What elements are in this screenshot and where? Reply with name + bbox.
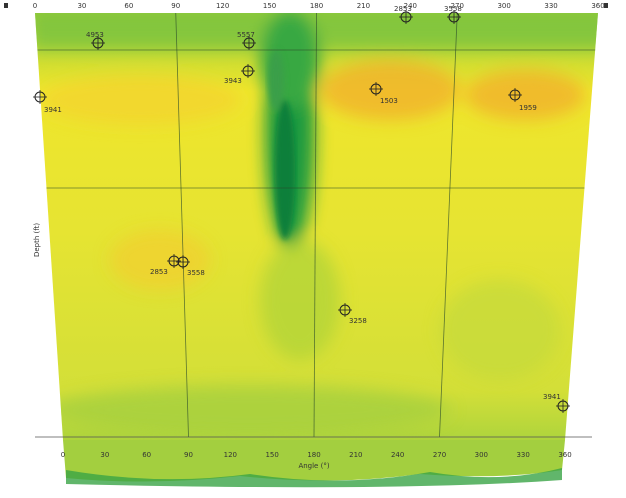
bottom-tick-label: 150 bbox=[265, 451, 278, 459]
x-axis-title: Angle (°) bbox=[298, 462, 329, 470]
marker-label: 3258 bbox=[349, 317, 367, 325]
top-tick-label: 30 bbox=[77, 2, 86, 10]
plot: Angle (°) Depth (ft) 0 30 60 90 120 150 180 210… bbox=[0, 0, 626, 498]
top-tick-label: 300 bbox=[497, 2, 510, 10]
corner-mark bbox=[4, 3, 8, 8]
bottom-edge bbox=[63, 440, 565, 482]
top-tick-label: 0 bbox=[33, 2, 37, 10]
field bbox=[0, 0, 626, 460]
marker-label: 4953 bbox=[86, 31, 104, 39]
bottom-tick-label: 30 bbox=[100, 451, 109, 459]
bottom-tick-label: 270 bbox=[433, 451, 446, 459]
bottom-tick-label: 0 bbox=[61, 451, 65, 459]
top-tick-label: 150 bbox=[263, 2, 276, 10]
bottom-tick-label: 120 bbox=[224, 451, 237, 459]
top-tick-label: 90 bbox=[171, 2, 180, 10]
bottom-tick-label: 210 bbox=[349, 451, 362, 459]
bottom-tick-label: 240 bbox=[391, 451, 404, 459]
bottom-tick-label: 300 bbox=[475, 451, 488, 459]
top-tick-label: 180 bbox=[310, 2, 323, 10]
marker-label: 1503 bbox=[380, 97, 398, 105]
top-tick-label: 120 bbox=[216, 2, 229, 10]
bottom-tick-label: 90 bbox=[184, 451, 193, 459]
bottom-tick-label: 330 bbox=[516, 451, 529, 459]
marker-label: 1959 bbox=[519, 104, 537, 112]
marker-label: 2853 bbox=[394, 5, 412, 13]
marker-label: 3558 bbox=[444, 5, 462, 13]
marker-label: 3941 bbox=[543, 393, 561, 401]
top-tick-label: 210 bbox=[357, 2, 370, 10]
top-tick-label: 360 bbox=[591, 2, 604, 10]
bottom-tick-label: 360 bbox=[558, 451, 571, 459]
marker-label: 3941 bbox=[44, 106, 62, 114]
top-tick-label: 60 bbox=[124, 2, 133, 10]
bottom-tick-label: 180 bbox=[307, 451, 320, 459]
marker-label: 5557 bbox=[237, 31, 255, 39]
marker-label: 3558 bbox=[187, 269, 205, 277]
top-tick-label: 330 bbox=[544, 2, 557, 10]
marker-label: 3943 bbox=[224, 77, 242, 85]
marker-label: 2853 bbox=[150, 268, 168, 276]
bottom-tick-label: 60 bbox=[142, 451, 151, 459]
y-axis-title: Depth (ft) bbox=[33, 223, 41, 257]
